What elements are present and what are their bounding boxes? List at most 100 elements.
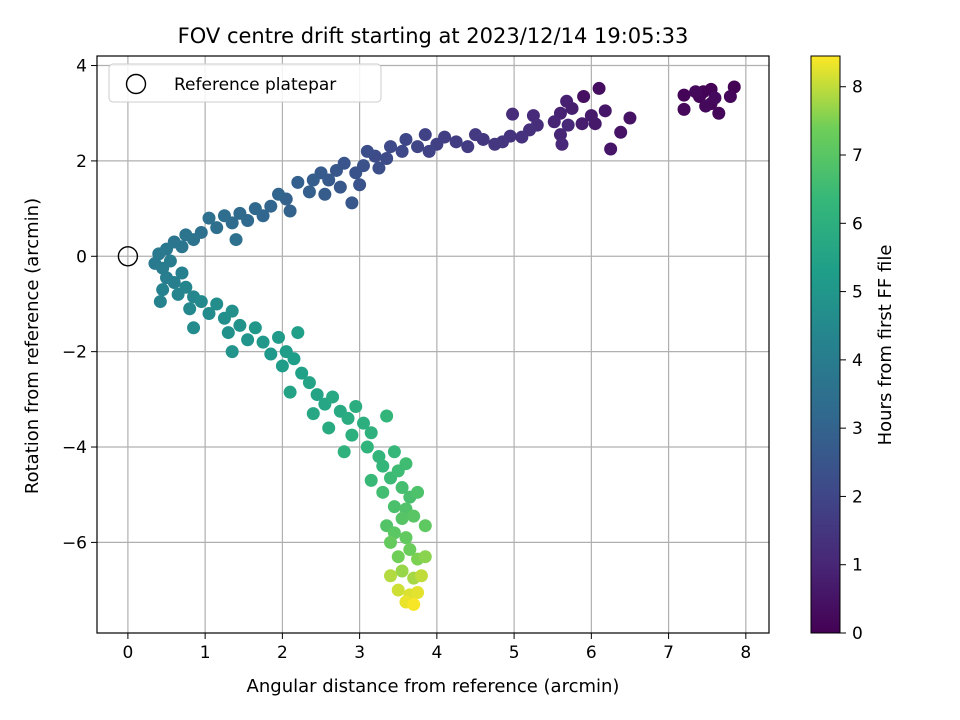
data-point [360,440,374,454]
y-tick-label: 0 [76,247,87,267]
data-point [461,140,475,154]
data-point [183,302,197,316]
data-point [217,209,231,223]
data-point [380,152,394,166]
x-axis-ticks: 0 1 2 3 4 5 6 7 8 [122,633,751,663]
data-point [283,204,297,218]
x-tick-label: 3 [354,643,365,663]
data-point [387,445,401,459]
data-point [360,144,374,158]
colorbar-tick-label: 5 [852,283,863,303]
scatter-points [117,80,741,611]
data-point [229,233,243,247]
data-point [598,104,612,118]
data-point [376,485,390,499]
data-point [302,376,316,390]
x-tick-label: 6 [586,643,597,663]
x-tick-label: 7 [663,643,674,663]
reference-platepar-marker [117,246,139,267]
y-tick-label: −2 [62,343,87,363]
data-point [256,335,270,349]
data-point [384,140,398,154]
x-axis-label: Angular distance from reference (arcmin) [247,676,620,697]
y-axis-ticks: −6 −4 −2 0 2 4 [62,57,97,553]
data-point [391,550,405,564]
data-point [295,366,309,380]
y-tick-label: 2 [76,152,87,172]
data-point [241,333,255,347]
data-point [210,297,224,311]
legend: Reference platepar [108,63,382,103]
colorbar-tick-label: 7 [852,146,863,166]
data-point [689,85,703,99]
data-point [395,564,409,578]
x-tick-label: 5 [509,643,520,663]
data-point [287,352,301,366]
data-point [515,130,529,144]
data-point [302,185,316,199]
data-point [407,509,421,523]
plot-frame [96,55,770,634]
data-point [411,485,425,499]
data-point [202,307,216,321]
data-point [275,359,289,373]
data-point [411,140,425,154]
data-point [225,304,239,318]
data-point [414,569,428,583]
data-point [233,318,247,332]
data-point [399,531,413,545]
data-point [194,295,208,309]
data-point [318,187,332,201]
plot-axes [96,55,770,634]
data-point [329,163,343,177]
data-point [306,173,320,187]
colorbar-tick-label: 6 [852,214,863,234]
data-point [418,128,432,142]
data-point [353,178,367,192]
data-point [547,115,561,129]
colorbar-tick-label: 0 [852,624,863,644]
data-point [337,445,351,459]
data-point [468,128,482,142]
legend-reference-marker [125,73,147,95]
data-point [333,180,347,194]
data-point [364,426,378,440]
data-point [391,583,405,597]
data-point [349,399,363,413]
x-tick-label: 8 [740,643,751,663]
data-point [322,421,336,435]
data-point [264,199,278,213]
data-point [175,266,189,280]
data-point [225,345,239,359]
data-point [384,535,398,549]
colorbar-tick-label: 4 [852,351,863,371]
data-point [345,428,359,442]
data-point [411,585,425,599]
data-point [153,295,167,309]
data-point [712,106,726,120]
data-point [575,117,589,131]
data-point [291,326,305,340]
data-point [372,161,386,175]
data-point [418,550,432,564]
data-point [356,416,370,430]
data-point [555,137,569,151]
data-point [380,409,394,423]
chart-title: FOV centre drift starting at 2023/12/14 … [178,24,689,48]
data-point [272,330,286,344]
data-point [395,512,409,526]
colorbar-tick-label: 1 [852,556,863,576]
legend-box [108,63,382,103]
data-point [407,597,421,611]
data-point [723,90,737,104]
colorbar-gradient [810,55,841,634]
x-tick-label: 4 [431,643,442,663]
data-point [272,187,286,201]
data-point [349,166,363,180]
data-point [488,137,502,151]
y-tick-label: −6 [62,533,87,553]
data-point [561,118,575,132]
data-point [156,283,170,297]
data-point [167,276,181,290]
